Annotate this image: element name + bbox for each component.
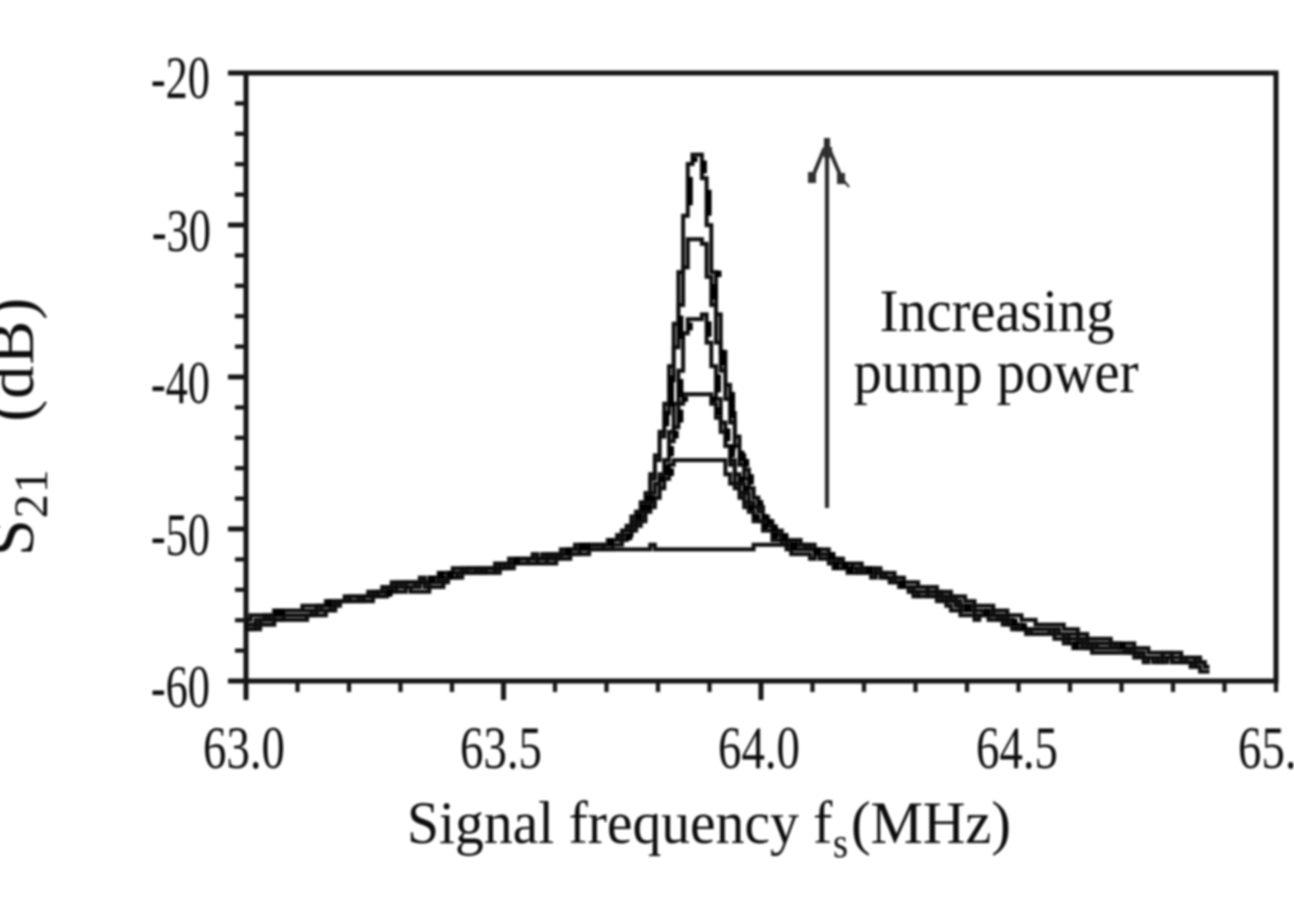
svg-text:65.0: 65.0 [1238, 714, 1294, 781]
svg-text:s: s [833, 820, 848, 867]
svg-text:-60: -60 [151, 655, 210, 721]
svg-text:S21 (dB): S21 (dB) [0, 297, 58, 556]
svg-text:-30: -30 [152, 199, 211, 265]
svg-text:63.5: 63.5 [460, 714, 542, 781]
svg-text:Increasing: Increasing [880, 277, 1115, 344]
svg-text:Signal frequency f: Signal frequency f [407, 790, 833, 856]
svg-text:(MHz): (MHz) [851, 789, 1011, 856]
svg-text:-50: -50 [151, 503, 210, 569]
svg-text:-40: -40 [151, 351, 210, 417]
svg-text:63.0: 63.0 [203, 714, 285, 781]
svg-text:64.0: 64.0 [718, 714, 800, 781]
svg-text:-20: -20 [151, 46, 210, 112]
svg-text:pump power: pump power [854, 339, 1139, 406]
svg-text:64.5: 64.5 [976, 714, 1058, 781]
